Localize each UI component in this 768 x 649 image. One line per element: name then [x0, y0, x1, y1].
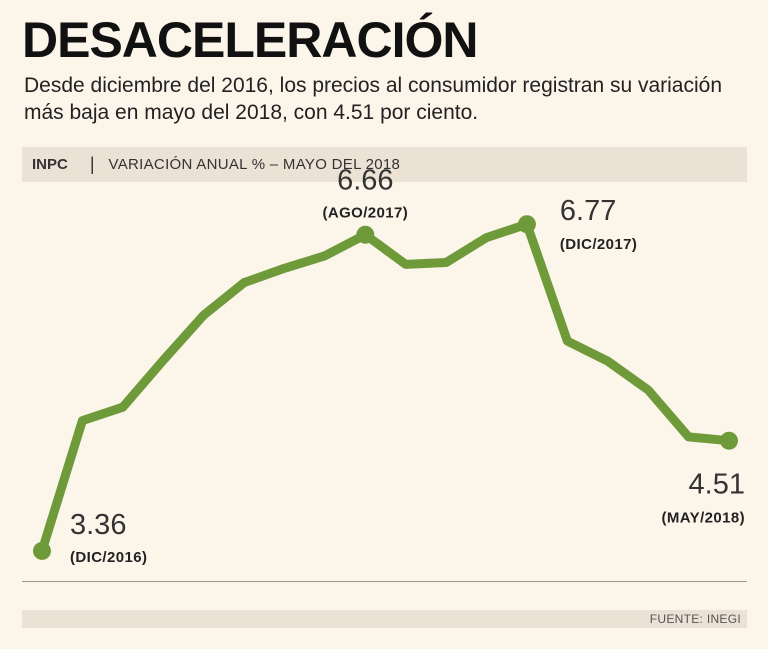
data-point-layer [33, 215, 738, 560]
series-line-layer [37, 219, 734, 556]
value-label-17: 4.51 [689, 469, 745, 501]
date-label-12: (DIC/2017) [560, 236, 637, 253]
date-label-0: (DIC/2016) [70, 549, 147, 566]
date-label-8: (AGO/2017) [322, 205, 408, 222]
value-label-0: 3.36 [70, 509, 126, 541]
data-point-8 [356, 225, 375, 244]
data-point-0 [33, 541, 51, 560]
chart-header-bar: INPC | VARIACIÓN ANUAL % – MAYO DEL 2018 [22, 147, 747, 182]
value-label-12: 6.77 [560, 195, 616, 227]
annotation-layer: 3.36 (DIC/2016) 6.66 (AGO/2017) 6.77 (DIC/201… [70, 165, 745, 566]
data-point-12 [517, 215, 536, 234]
page-subtitle: Desde diciembre del 2016, los precios al… [24, 74, 723, 124]
series-line [37, 219, 734, 556]
chart-baseline [22, 581, 747, 582]
header-separator: | [89, 154, 95, 174]
chart-tag: INPC [32, 156, 68, 173]
source-bar: FUENTE: INEGI [22, 610, 747, 628]
date-label-17: (MAY/2018) [662, 510, 745, 527]
value-label-8: 6.66 [337, 165, 393, 197]
source-label: FUENTE: INEGI [649, 612, 741, 626]
data-point-17 [720, 431, 738, 450]
page-title: DESACELERACIÓN [22, 12, 478, 68]
chart-description: VARIACIÓN ANUAL % – MAYO DEL 2018 [108, 156, 401, 173]
